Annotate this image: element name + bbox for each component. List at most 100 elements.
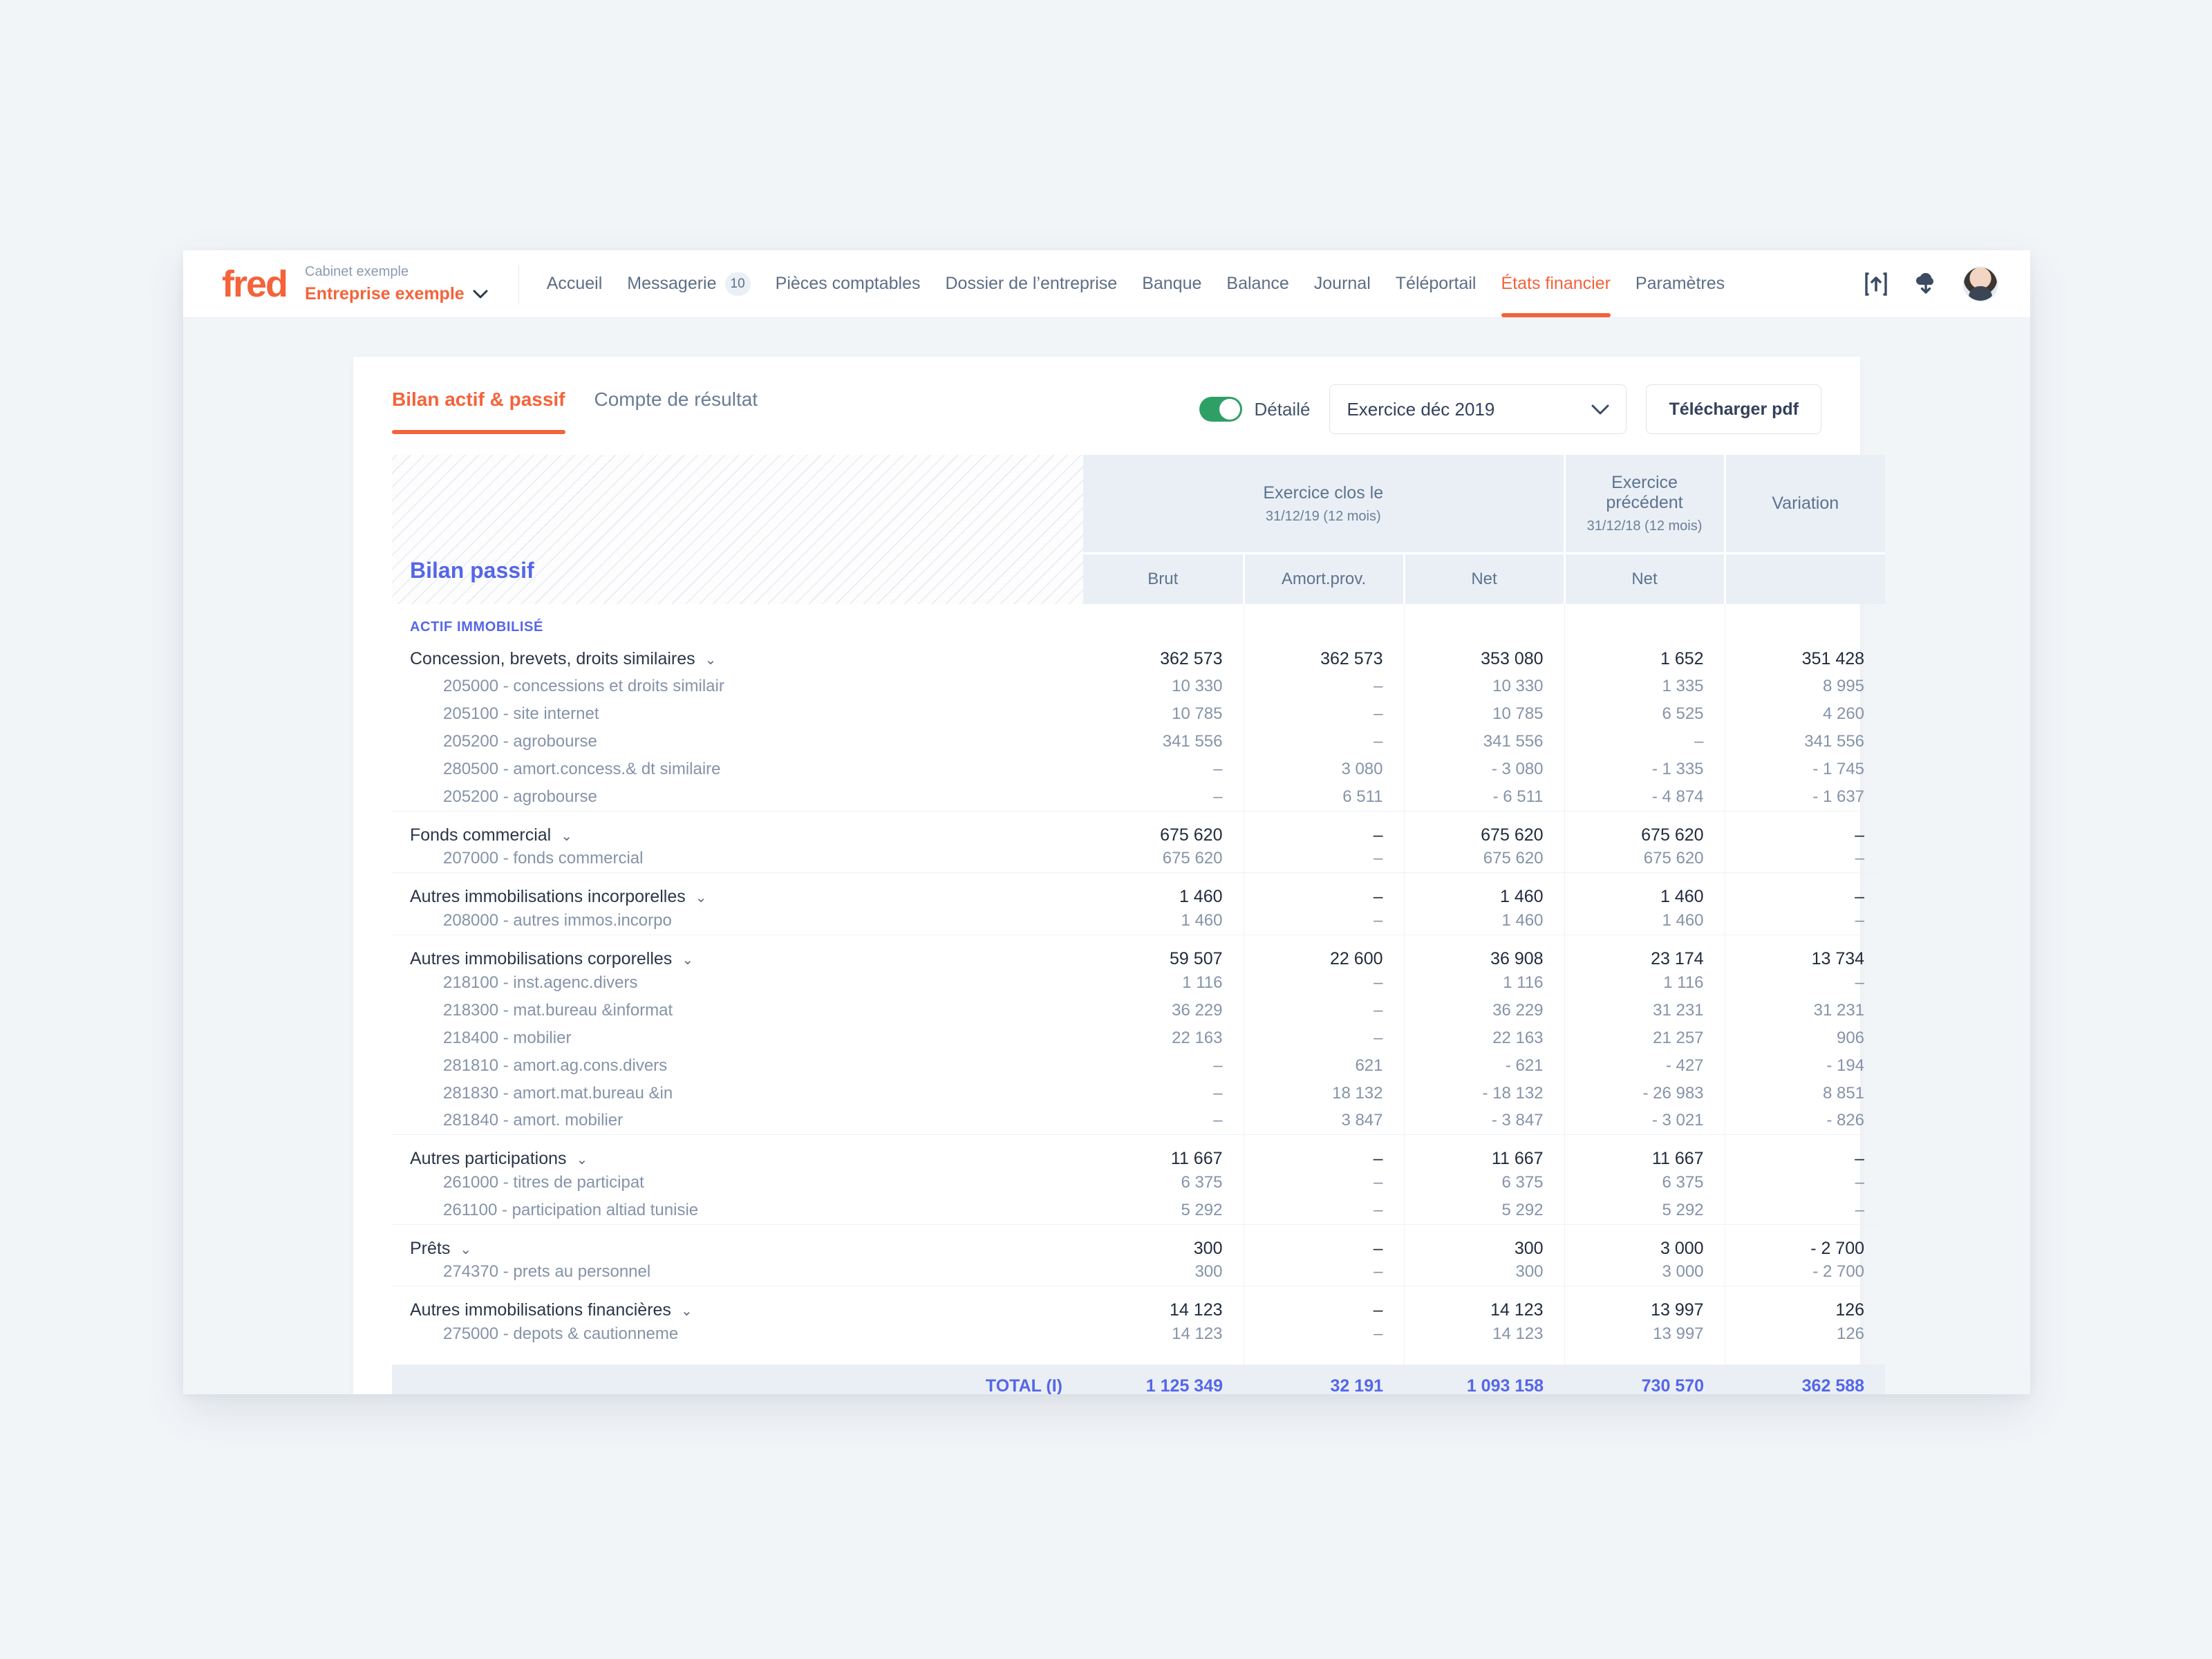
table-row[interactable]: 218400 - mobilier 22 163 – 22 163 21 257… (392, 1024, 1885, 1052)
row-label: Autres immobilisations financières (410, 1300, 671, 1320)
table-row-group[interactable]: Concession, brevets, droits similaires ⌄ … (392, 645, 1885, 673)
cell-variation: 8 851 (1822, 1083, 1865, 1103)
table-row-group[interactable]: Autres participations ⌄ 11 667 – 11 667 1… (392, 1134, 1885, 1169)
fred-logo[interactable]: fred (222, 263, 288, 305)
cell-net-prev: 1 460 (1564, 907, 1725, 935)
cell-variation: - 194 (1826, 1056, 1865, 1075)
nav-item-teleportail[interactable]: Téléportail (1396, 250, 1477, 317)
table-row[interactable]: 208000 - autres immos.incorpo 1 460 – 1 … (392, 907, 1886, 935)
table-row[interactable]: 205200 - agrobourse 341 556 – 341 556 – … (392, 728, 1885, 756)
table-row[interactable]: 261100 - participation altiad tunisie 5 … (392, 1197, 1886, 1225)
table-row[interactable]: 218300 - mat.bureau &informat 36 229 – 3… (392, 996, 1885, 1024)
spacer-row (392, 1348, 1885, 1365)
row-label: Prêts (410, 1238, 451, 1258)
row-label: 208000 - autres immos.incorpo (392, 907, 1083, 935)
tab-compte-de-resultat[interactable]: Compte de résultat (594, 388, 758, 410)
table-row[interactable]: 205200 - agrobourse – 6 511 - 6 511 - 4 … (392, 783, 1886, 812)
section-header-row: ACTIF IMMOBILISÉ (392, 604, 1885, 645)
table-row[interactable]: 218100 - inst.agenc.divers 1 116 – 1 116… (392, 968, 1885, 997)
cell-brut: 14 123 (1083, 1286, 1244, 1320)
cell-net: 1 116 (1404, 968, 1565, 997)
cell-brut: – (1083, 756, 1244, 783)
cell-amort: 3 080 (1244, 756, 1405, 783)
cell-variation: 126 (1836, 1324, 1865, 1343)
chevron-down-icon[interactable]: ⌄ (561, 828, 572, 844)
cell-brut: 11 667 (1083, 1134, 1244, 1169)
cell-net: 5 292 (1404, 1197, 1565, 1225)
nav-label: Dossier de l’entreprise (945, 274, 1118, 293)
nav-item-balance[interactable]: Balance (1226, 250, 1288, 317)
cell-brut: 36 229 (1083, 996, 1244, 1024)
nav-item-banque[interactable]: Banque (1142, 250, 1201, 317)
table-row[interactable]: 275000 - depots & cautionneme 14 123 – 1… (392, 1320, 1885, 1348)
chevron-down-icon[interactable]: ⌄ (682, 952, 694, 968)
table-row[interactable]: 281840 - amort. mobilier – 3 847 - 3 847… (392, 1107, 1886, 1135)
cell-net: 300 (1404, 1224, 1565, 1259)
row-label: Autres immobilisations corporelles (410, 948, 673, 968)
table-row-group[interactable]: Autres immobilisations incorporelles ⌄ 1 … (392, 872, 1885, 907)
row-label-cell: Autres immobilisations financières ⌄ (392, 1286, 1083, 1321)
upload-icon[interactable] (1863, 271, 1889, 297)
nav-item-accueil[interactable]: Accueil (547, 250, 603, 317)
spacer-cell (1083, 604, 1244, 645)
cell-net-prev: 675 620 (1564, 811, 1725, 845)
chevron-down-icon[interactable]: ⌄ (460, 1241, 472, 1257)
download-cloud-icon[interactable] (1913, 271, 1939, 297)
chevron-down-icon[interactable]: ⌄ (576, 1152, 588, 1168)
cell-variation: – (1725, 907, 1886, 935)
nav-label: Téléportail (1395, 274, 1477, 293)
nav-item-dossier-entreprise[interactable]: Dossier de l’entreprise (945, 250, 1117, 317)
table-row[interactable]: 281830 - amort.mat.bureau &in – 18 132 -… (392, 1079, 1885, 1107)
cell-variation: - 1 745 (1812, 760, 1865, 778)
table-row[interactable]: 280500 - amort.concess.& dt similaire – … (392, 756, 1885, 783)
cell-net-prev: 6 525 (1564, 700, 1725, 728)
table-row-group[interactable]: Prêts ⌄ 300 – 300 3 000 - 2 700 (392, 1224, 1885, 1259)
company-switcher[interactable]: Cabinet exemple Entreprise exemple (305, 261, 488, 306)
table-row[interactable]: 207000 - fonds commercial 675 620 – 675 … (392, 845, 1886, 873)
cell-amort: 22 600 (1244, 935, 1405, 969)
cell-net-prev: 11 667 (1564, 1134, 1725, 1169)
spacer-cell (1404, 1348, 1565, 1365)
chevron-down-icon[interactable]: ⌄ (680, 1304, 693, 1319)
table-row[interactable]: 261000 - titres de participat 6 375 – 6 … (392, 1169, 1885, 1197)
cell-brut: 10 785 (1083, 700, 1244, 728)
nav-item-messagerie[interactable]: Messagerie 10 (627, 250, 751, 317)
table-row-group[interactable]: Fonds commercial ⌄ 675 620 – 675 620 675 … (392, 811, 1885, 845)
entreprise-name-row[interactable]: Entreprise exemple (305, 282, 488, 306)
nav-item-journal[interactable]: Journal (1314, 250, 1371, 317)
table-row[interactable]: 205000 - concessions et droits similair … (392, 673, 1885, 700)
statement-tabs: Bilan actif & passif Compte de résultat (392, 388, 758, 434)
table-body: ACTIF IMMOBILISÉ Concession, brevets, dr… (392, 604, 1886, 1394)
cell-brut: 10 330 (1083, 673, 1244, 700)
exercise-select[interactable]: Exercice déc 2019 (1329, 384, 1627, 434)
table-row-group[interactable]: Autres immobilisations corporelles ⌄ 59 5… (392, 935, 1885, 969)
table-row[interactable]: 274370 - prets au personnel 300 – 300 3 … (392, 1258, 1886, 1286)
table-row[interactable]: 205100 - site internet 10 785 – 10 785 6… (392, 700, 1885, 728)
table-row-group[interactable]: Autres immobilisations financières ⌄ 14 1… (392, 1286, 1885, 1321)
cell-net: 675 620 (1404, 811, 1565, 845)
cell-net: 36 908 (1404, 935, 1565, 969)
cell-net: 6 375 (1404, 1169, 1565, 1197)
row-label: 281830 - amort.mat.bureau &in (443, 1083, 673, 1103)
nav-item-pieces-comptables[interactable]: Pièces comptables (776, 250, 921, 317)
nav-item-etats-financier[interactable]: États financier (1501, 250, 1611, 317)
chevron-down-icon[interactable]: ⌄ (704, 652, 717, 668)
row-label: 205200 - agrobourse (443, 732, 597, 751)
nav-label: Paramètres (1635, 274, 1725, 293)
row-label: Autres participations (410, 1149, 567, 1168)
nav-item-parametres[interactable]: Paramètres (1635, 250, 1725, 317)
section-label: ACTIF IMMOBILISÉ (410, 619, 543, 635)
detail-toggle[interactable] (1199, 397, 1242, 422)
chevron-down-icon[interactable]: ⌄ (695, 890, 707, 906)
avatar[interactable] (1962, 265, 1998, 302)
exercise-select-value: Exercice déc 2019 (1347, 398, 1495, 420)
chevron-down-icon (1591, 399, 1609, 420)
section-label-cell: ACTIF IMMOBILISÉ (392, 604, 1083, 645)
tab-bilan-actif-passif[interactable]: Bilan actif & passif (392, 388, 565, 434)
cell-net: 1 460 (1404, 872, 1565, 907)
download-pdf-button[interactable]: Télécharger pdf (1646, 384, 1821, 434)
financial-statement-card: Bilan actif & passif Compte de résultat … (353, 357, 1886, 1394)
row-label: 261100 - participation altiad tunisie (392, 1197, 1083, 1225)
table-row[interactable]: 281810 - amort.ag.cons.divers – 621 - 62… (392, 1051, 1885, 1080)
group-header-variation: Variation (1725, 455, 1886, 554)
